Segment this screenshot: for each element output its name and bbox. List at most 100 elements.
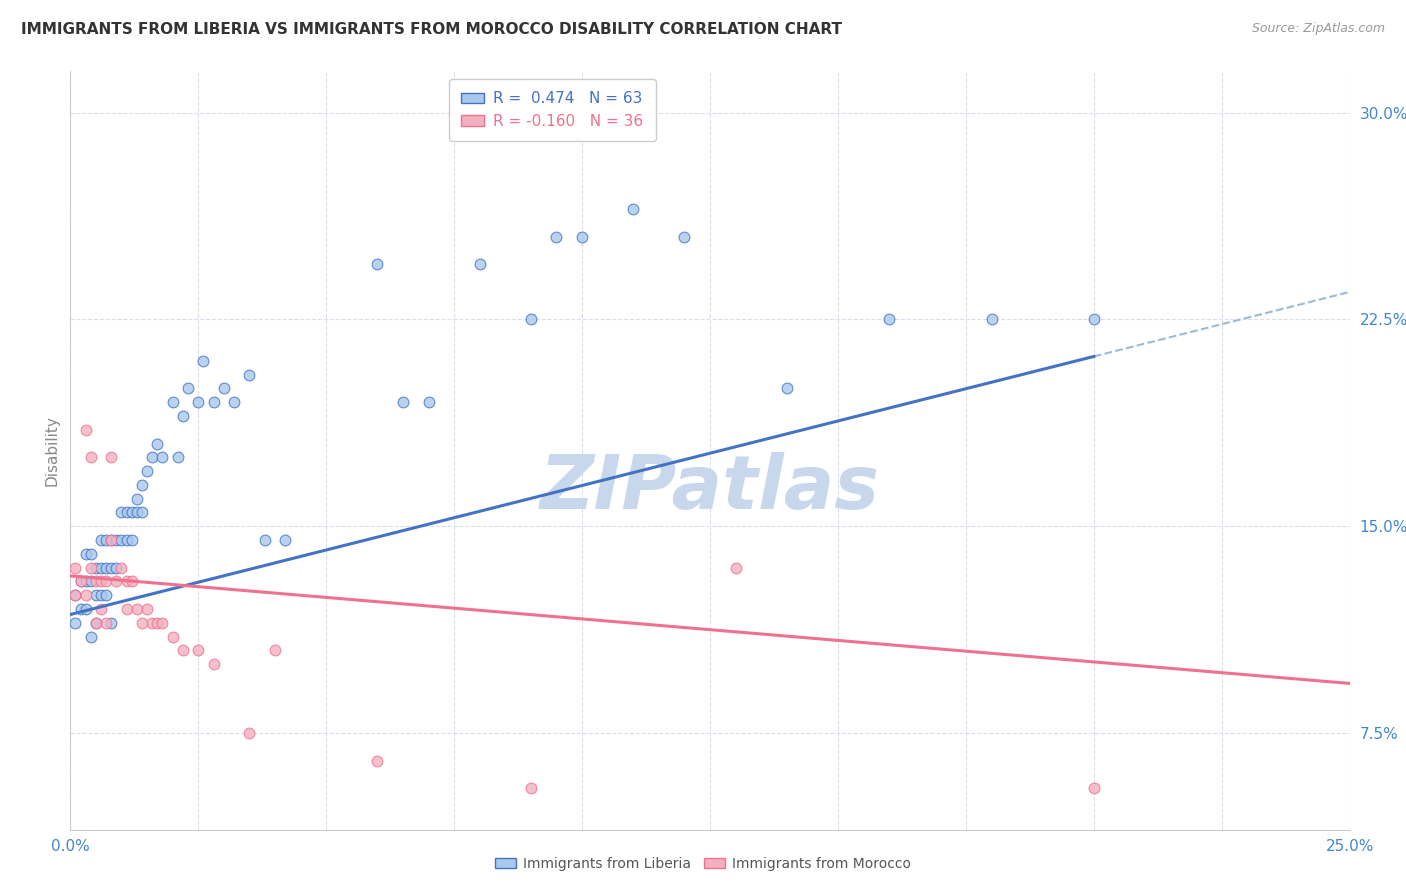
Point — [115, 506, 138, 520]
Point — [90, 533, 112, 547]
Point — [84, 588, 107, 602]
Point — [187, 643, 209, 657]
Point — [202, 395, 225, 409]
Point — [84, 560, 107, 574]
Point — [80, 450, 103, 465]
Point — [253, 533, 276, 547]
Point — [65, 615, 87, 630]
Point — [172, 409, 194, 423]
Point — [100, 533, 122, 547]
Point — [520, 312, 543, 326]
Point — [105, 574, 128, 589]
Point — [90, 588, 112, 602]
Point — [162, 395, 184, 409]
Point — [125, 506, 148, 520]
Point — [166, 450, 188, 465]
Point — [177, 381, 200, 395]
Point — [80, 630, 103, 644]
Point — [1083, 781, 1105, 796]
Point — [125, 491, 148, 506]
Point — [131, 478, 153, 492]
Point — [110, 506, 132, 520]
Point — [264, 643, 287, 657]
Point — [105, 560, 128, 574]
Text: Source: ZipAtlas.com: Source: ZipAtlas.com — [1251, 22, 1385, 36]
Point — [105, 533, 128, 547]
Point — [980, 312, 1002, 326]
Legend: R =  0.474   N = 63, R = -0.160   N = 36: R = 0.474 N = 63, R = -0.160 N = 36 — [449, 79, 655, 141]
Point — [69, 574, 91, 589]
Point — [100, 533, 122, 547]
Point — [212, 381, 235, 395]
Point — [115, 574, 138, 589]
Point — [84, 615, 107, 630]
Point — [115, 602, 138, 616]
Point — [100, 560, 122, 574]
Point — [75, 602, 97, 616]
Point — [94, 588, 117, 602]
Point — [121, 506, 143, 520]
Point — [366, 754, 388, 768]
Point — [146, 615, 169, 630]
Point — [673, 229, 696, 244]
Point — [546, 229, 568, 244]
Point — [520, 781, 543, 796]
Point — [84, 615, 107, 630]
Point — [162, 630, 184, 644]
Point — [90, 574, 112, 589]
Point — [392, 395, 415, 409]
Point — [172, 643, 194, 657]
Point — [75, 574, 97, 589]
Point — [238, 726, 260, 740]
Point — [69, 602, 91, 616]
Point — [202, 657, 225, 672]
Point — [152, 615, 174, 630]
Point — [877, 312, 900, 326]
Point — [136, 602, 159, 616]
Point — [776, 381, 799, 395]
Point — [1083, 312, 1105, 326]
Point — [110, 533, 132, 547]
Point — [75, 423, 97, 437]
Point — [152, 450, 174, 465]
Point — [110, 560, 132, 574]
Point — [75, 588, 97, 602]
Point — [90, 560, 112, 574]
Point — [146, 436, 169, 450]
Point — [69, 574, 91, 589]
Point — [222, 395, 245, 409]
Point — [80, 574, 103, 589]
Point — [65, 560, 87, 574]
Point — [100, 615, 122, 630]
Point — [238, 368, 260, 382]
Point — [366, 257, 388, 271]
Y-axis label: Disability: Disability — [44, 415, 59, 486]
Text: IMMIGRANTS FROM LIBERIA VS IMMIGRANTS FROM MOROCCO DISABILITY CORRELATION CHART: IMMIGRANTS FROM LIBERIA VS IMMIGRANTS FR… — [21, 22, 842, 37]
Point — [100, 450, 122, 465]
Point — [94, 560, 117, 574]
Point — [121, 574, 143, 589]
Point — [80, 560, 103, 574]
Point — [571, 229, 593, 244]
Legend: Immigrants from Liberia, Immigrants from Morocco: Immigrants from Liberia, Immigrants from… — [489, 851, 917, 876]
Point — [65, 588, 87, 602]
Point — [621, 202, 644, 217]
Point — [136, 464, 159, 478]
Point — [94, 615, 117, 630]
Text: ZIPatlas: ZIPatlas — [540, 452, 880, 524]
Point — [75, 547, 97, 561]
Point — [468, 257, 491, 271]
Point — [84, 574, 107, 589]
Point — [115, 533, 138, 547]
Point — [141, 615, 163, 630]
Point — [274, 533, 297, 547]
Point — [80, 547, 103, 561]
Point — [724, 560, 747, 574]
Point — [125, 602, 148, 616]
Point — [90, 602, 112, 616]
Point — [193, 354, 215, 368]
Point — [131, 615, 153, 630]
Point — [187, 395, 209, 409]
Point — [418, 395, 440, 409]
Point — [131, 506, 153, 520]
